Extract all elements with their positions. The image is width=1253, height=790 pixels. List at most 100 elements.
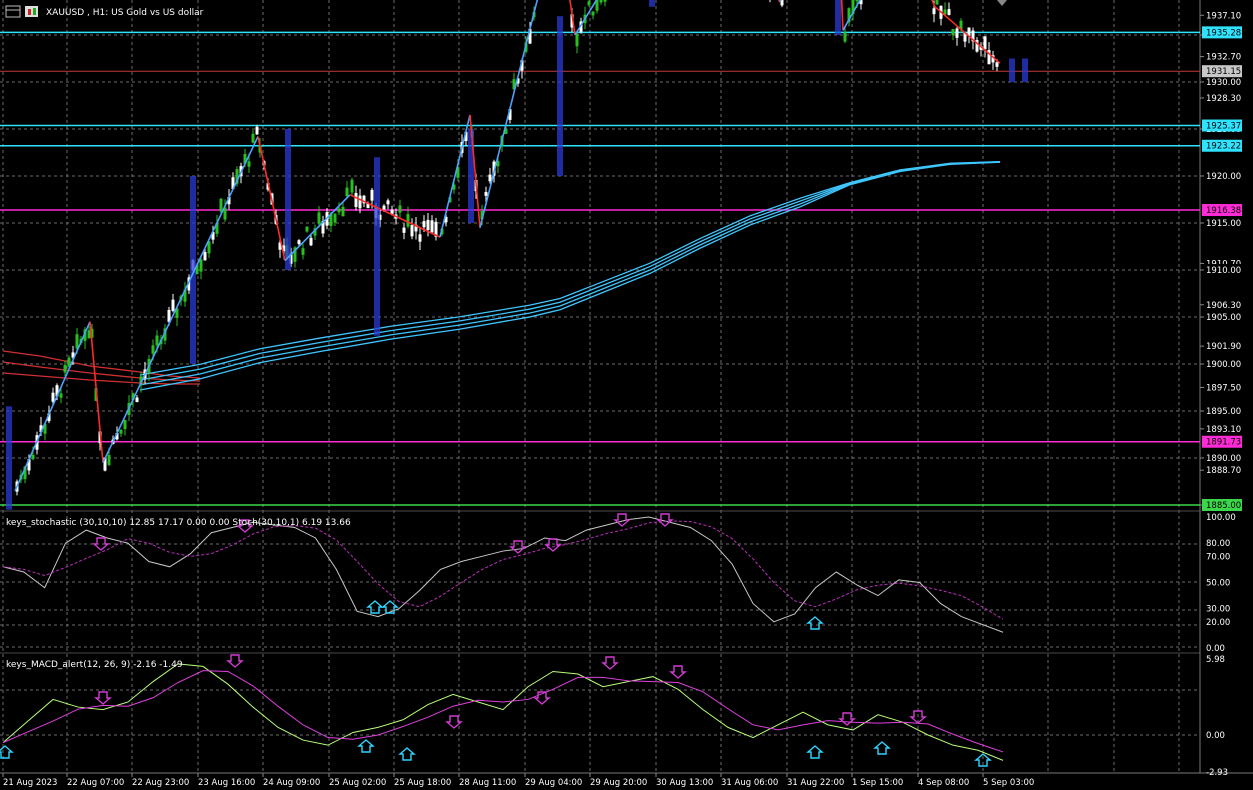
ma-line [139,161,1001,391]
candle-body [43,423,47,434]
time-label: 29 Aug 04:00 [525,778,582,788]
ma-line [139,160,1001,376]
price-label-bg [1202,464,1242,477]
zigzag-segment [840,0,844,31]
highlight-bar [1009,58,1015,82]
highlight-bar [557,16,563,177]
price-label-bg [1202,50,1242,63]
price-level-box [1202,435,1242,448]
candle-body [410,224,414,237]
candle-body [251,133,255,143]
ma-line [2,361,201,382]
stoch-main-line [2,516,1004,633]
candle-body [282,245,286,252]
macd-axis-label: 5.98 [1206,655,1225,665]
price-label: 1937.10 [1206,11,1241,21]
candle-body [203,252,207,261]
price-level-box [1202,26,1242,39]
stoch-signal-line [2,520,1004,620]
candle-body [603,0,607,2]
time-label: 22 Aug 23:00 [132,778,189,788]
arrow-up-icon [0,745,14,759]
arrow-down-icon [909,710,927,724]
price-label-bg [1202,76,1242,88]
candle-body [219,198,223,212]
candle-body [587,1,591,6]
candle-body [255,126,259,135]
candle-body [843,32,847,42]
price-label: 1895.00 [1206,407,1241,417]
zigzag-segment [479,0,539,228]
highlight-bar [835,0,841,35]
time-label: 29 Aug 20:00 [590,778,647,788]
stoch-axis-label: 20.00 [1206,618,1230,628]
candle-body [131,393,135,401]
arrow-down-icon [544,538,562,552]
candle-body [67,357,71,367]
candle-body [171,299,175,311]
candle-body [139,376,143,386]
horizontal-levels[interactable] [0,0,1200,506]
candle-body [107,455,111,465]
macd-signal-line [2,670,1004,753]
candle-body [199,259,203,272]
price-label: 1901.90 [1206,342,1241,352]
macd-axis-label: 0.00 [1206,731,1225,741]
candle-body [935,0,939,5]
price-level-label: 1925.37 [1206,122,1241,132]
candle-body [859,0,863,5]
candle-body [528,28,532,44]
shift-marker-icon[interactable] [997,0,1007,6]
price-level-label: 1935.28 [1206,28,1241,38]
price-label-bg [1202,298,1242,311]
candle-body [951,28,955,36]
arrow-down-icon [236,519,254,533]
candle-body [317,212,321,224]
candle-body [418,234,422,242]
candle-body [115,433,119,440]
zigzag-segment [102,136,259,464]
candle-body [358,195,362,209]
candle-body [452,184,456,190]
candle-body [975,40,979,52]
candle-body [187,277,191,291]
candle-body [434,221,438,237]
time-label: 5 Sep 03:00 [983,778,1034,788]
candle-body [967,27,971,37]
stoch-axis-label: 80.00 [1206,539,1230,549]
arrow-up-icon [381,600,399,614]
price-label: 1905.00 [1206,313,1241,323]
candle-body [51,392,55,402]
arrow-down-icon [669,665,687,679]
candle-body [59,393,63,398]
chart-type-icon[interactable] [25,6,38,17]
candle-body [183,289,187,302]
candle-body [119,429,123,434]
candle-body [422,221,426,228]
candle-body [103,457,107,471]
time-label: 22 Aug 07:00 [67,778,124,788]
time-label: 25 Aug 18:00 [394,778,451,788]
candle-body [135,397,139,403]
price-level-box [1202,499,1242,511]
candle-body [947,9,951,15]
arrow-down-icon [613,513,631,527]
price-level-label: 1916.38 [1206,206,1241,216]
highlight-bar [468,129,474,223]
price-label: 1915.00 [1206,219,1241,229]
candle-body [39,425,43,433]
candle-body [301,248,305,255]
highlight-bar [285,129,291,270]
zigzag-segment [777,0,781,3]
price-axis: 1950.001945.001941.501940.001937.101935.… [1200,9,1242,511]
candle-body [987,49,991,65]
price-level-label: 1885.00 [1206,501,1241,511]
candle-body [579,21,583,33]
candle-body [508,109,512,120]
price-label-bg [1202,405,1242,417]
candle-body [75,334,79,349]
candle-body [484,192,488,196]
window-icon[interactable] [5,5,21,18]
candle-body [305,226,309,232]
